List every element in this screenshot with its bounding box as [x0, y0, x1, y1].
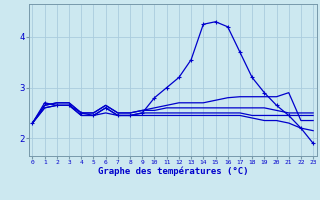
X-axis label: Graphe des températures (°C): Graphe des températures (°C)	[98, 167, 248, 176]
